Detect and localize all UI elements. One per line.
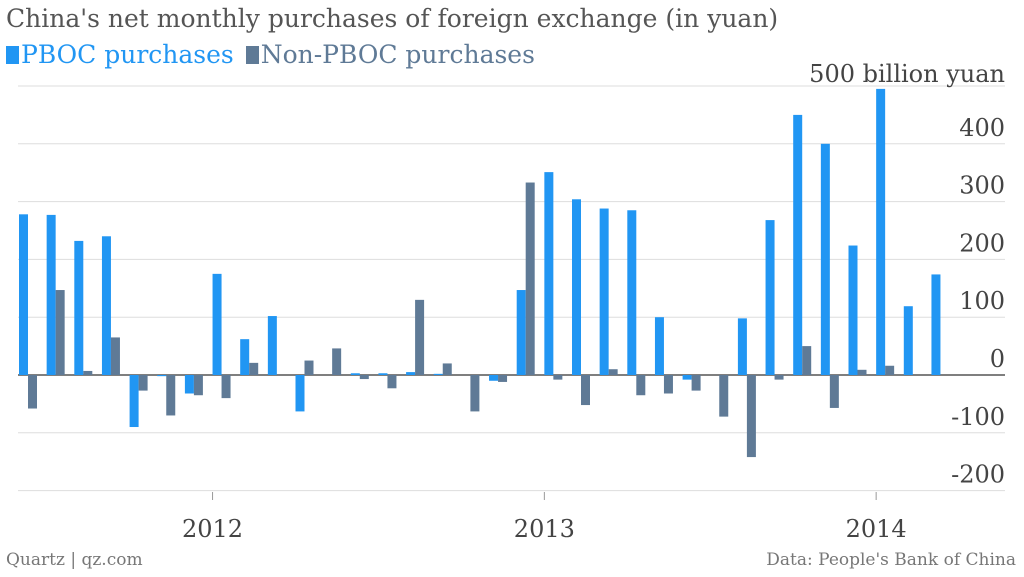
bar-pboc — [599, 208, 609, 375]
bar-pboc — [516, 290, 526, 375]
bar-non-pboc — [857, 369, 867, 375]
x-tick-label: 2013 — [514, 515, 575, 543]
y-tick-label: 100 — [959, 287, 1005, 315]
bar-non-pboc — [193, 375, 203, 396]
bar-non-pboc — [802, 346, 812, 375]
legend-swatch-non-pboc — [245, 45, 259, 64]
bar-non-pboc — [553, 375, 563, 380]
bar-pboc — [737, 318, 747, 375]
bar-non-pboc — [719, 375, 729, 417]
y-tick-label: 300 — [959, 172, 1005, 200]
y-tick-label: 0 — [990, 345, 1005, 373]
bar-non-pboc — [249, 362, 259, 375]
bar-non-pboc — [359, 375, 369, 380]
footer-source-left: Quartz | qz.com — [6, 550, 143, 570]
bar-pboc — [267, 316, 277, 375]
bar-non-pboc — [691, 375, 701, 391]
bar-pboc — [627, 210, 637, 375]
y-axis-ticks: -200 -100 0 100 200 300 400 — [951, 114, 1005, 489]
bar-pboc — [350, 373, 360, 375]
bar-pboc — [74, 240, 84, 375]
bar-pboc — [876, 88, 886, 375]
bar-pboc — [654, 317, 664, 375]
y-tick-label: -200 — [951, 461, 1005, 489]
grid-lines — [18, 85, 1005, 492]
x-tick-label: 2012 — [182, 515, 243, 543]
bar-pboc — [433, 373, 443, 375]
bar-non-pboc — [304, 360, 314, 375]
bar-non-pboc — [885, 365, 895, 375]
bar-non-pboc — [746, 375, 756, 458]
bar-pboc — [765, 220, 775, 375]
bar-pboc — [544, 172, 554, 375]
bar-pboc — [489, 375, 499, 381]
bar-non-pboc — [608, 369, 618, 375]
x-tick-label: 2014 — [846, 515, 907, 543]
bar-non-pboc — [138, 375, 148, 391]
legend-label-non-pboc: Non-PBOC purchases — [260, 40, 535, 69]
bar-pboc — [129, 375, 139, 428]
y-axis-unit-label: 500 billion yuan — [809, 60, 1005, 88]
chart-title: China's net monthly purchases of foreign… — [6, 4, 779, 33]
bar-pboc — [820, 143, 830, 375]
bar-pboc — [157, 375, 167, 377]
bar-non-pboc — [829, 375, 839, 408]
bar-non-pboc — [332, 348, 342, 375]
footer-source-right: Data: People's Bank of China — [766, 550, 1016, 570]
bar-pboc — [212, 273, 222, 375]
legend-swatch-pboc — [6, 45, 19, 64]
y-tick-label: 200 — [959, 229, 1005, 257]
bar-pboc — [793, 114, 803, 376]
legend-item-pboc: PBOC purchases — [6, 40, 234, 69]
bar-pboc — [19, 214, 28, 375]
bar-non-pboc — [83, 370, 93, 375]
bar-non-pboc — [663, 375, 673, 394]
bar-pboc — [848, 245, 858, 375]
bar-pboc — [406, 372, 416, 375]
bar-non-pboc — [470, 375, 480, 412]
bar-non-pboc — [498, 375, 508, 382]
bar-non-pboc — [581, 375, 590, 406]
legend-item-non-pboc: Non-PBOC purchases — [245, 40, 535, 69]
bar-pboc — [46, 214, 56, 375]
bar-pboc — [378, 373, 388, 375]
bar-pboc — [931, 274, 941, 375]
bar-pboc — [101, 236, 111, 375]
bar-non-pboc — [415, 299, 425, 375]
bar-non-pboc — [110, 337, 120, 375]
bar-non-pboc — [442, 363, 452, 375]
bar-non-pboc — [525, 182, 535, 375]
bar-non-pboc — [774, 375, 784, 380]
bar-pboc — [682, 375, 692, 380]
bar-non-pboc — [28, 375, 37, 409]
bar-non-pboc — [221, 375, 231, 399]
bar-non-pboc — [636, 375, 646, 396]
bar-pboc — [184, 375, 194, 394]
bar-non-pboc — [166, 375, 176, 416]
bar-pboc — [572, 199, 581, 375]
bars — [19, 88, 941, 458]
bar-pboc — [240, 339, 250, 375]
y-tick-label: 400 — [959, 114, 1005, 142]
bar-pboc — [295, 375, 305, 412]
bar-pboc — [903, 306, 913, 375]
x-axis-ticks: 2012 2013 2014 — [182, 492, 907, 543]
bar-non-pboc — [387, 375, 397, 389]
legend-label-pboc: PBOC purchases — [21, 40, 234, 69]
bar-non-pboc — [55, 290, 65, 375]
y-tick-label: -100 — [951, 403, 1005, 431]
legend: PBOC purchases Non-PBOC purchases — [6, 40, 539, 70]
